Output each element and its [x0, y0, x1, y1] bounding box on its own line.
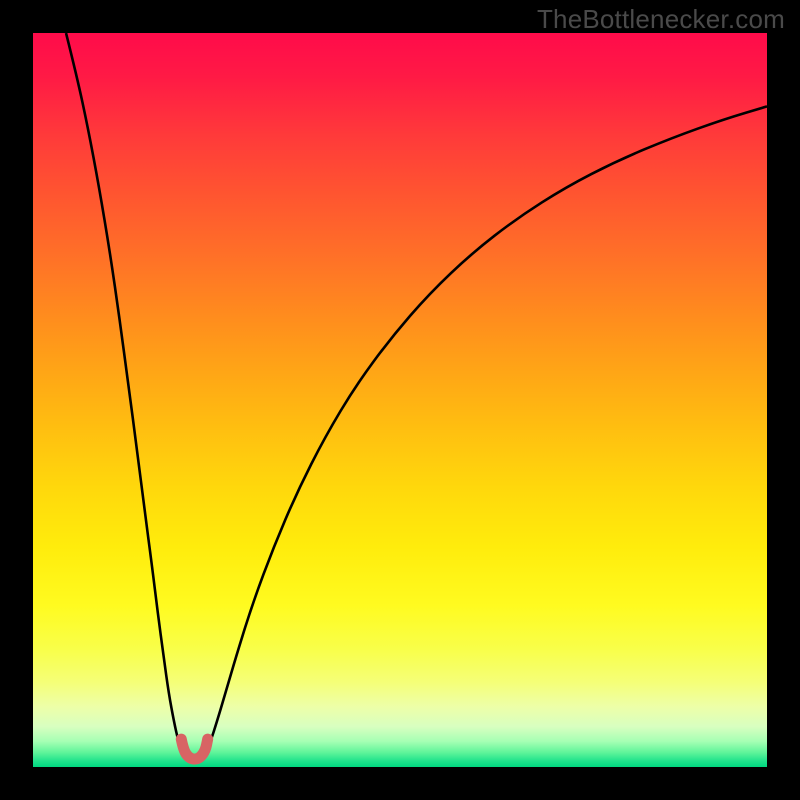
right-curve: [206, 106, 767, 752]
plot-area: [33, 33, 767, 767]
watermark-text: TheBottlenecker.com: [537, 4, 785, 35]
curve-layer: [33, 33, 767, 767]
chart-canvas: TheBottlenecker.com: [0, 0, 800, 800]
left-curve: [66, 33, 183, 752]
bottom-marker: [181, 739, 207, 759]
